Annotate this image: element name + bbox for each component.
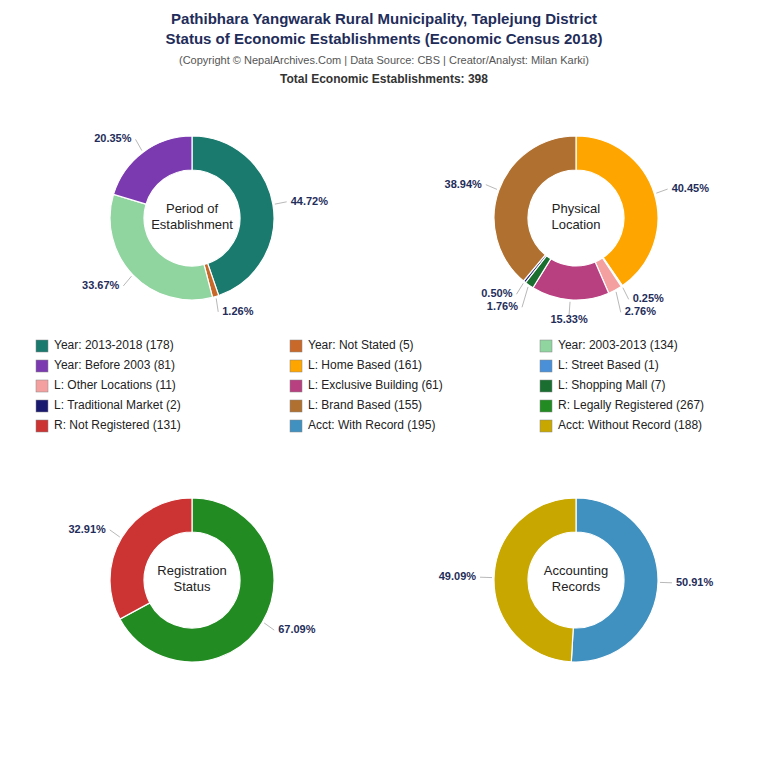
data-label: 1.26% [222, 305, 253, 317]
legend-swatch [540, 420, 552, 432]
data-label: 1.76% [487, 300, 518, 312]
legend-label: Acct: Without Record (188) [558, 418, 702, 432]
legend-swatch [540, 380, 552, 392]
center-label-line: Registration [157, 563, 226, 578]
legend: Year: 2013-2018 (178) Year: Not Stated (5… [36, 338, 704, 432]
data-label: 2.76% [625, 305, 656, 317]
center-label-line: Records [552, 579, 601, 594]
leader-line [123, 276, 131, 286]
center-label-line: Physical [552, 201, 601, 216]
donut-slice [110, 498, 192, 619]
legend-label: L: Street Based (1) [558, 358, 659, 372]
legend-label: L: Shopping Mall (7) [558, 378, 665, 392]
leader-line [480, 577, 492, 578]
legend-swatch [290, 400, 302, 412]
center-label: PhysicalLocation [551, 201, 600, 232]
donut-slice [113, 136, 192, 204]
center-label: Period ofEstablishment [151, 201, 233, 232]
subtitle: (Copyright © NepalArchives.Com | Data So… [179, 54, 589, 66]
legend-swatch [540, 360, 552, 372]
center-label: RegistrationStatus [157, 563, 226, 594]
data-label: 40.45% [672, 182, 710, 194]
data-label: 33.67% [82, 279, 120, 291]
legend-label: L: Exclusive Building (61) [308, 378, 443, 392]
center-label-line: Establishment [151, 217, 233, 232]
legend-label: L: Home Based (161) [308, 358, 422, 372]
legend-swatch [36, 420, 48, 432]
center-label-line: Accounting [544, 563, 608, 578]
legend-label: Year: Not Stated (5) [308, 338, 414, 352]
legend-label: Year: 2013-2018 (178) [54, 338, 174, 352]
data-label: 44.72% [291, 195, 329, 207]
legend-swatch [540, 400, 552, 412]
leader-line [110, 530, 120, 537]
legend-label: R: Legally Registered (267) [558, 398, 704, 412]
data-label: 50.91% [676, 576, 714, 588]
data-label: 0.50% [481, 287, 512, 299]
leader-line [522, 287, 528, 307]
leader-line [656, 189, 667, 193]
title: Pathibhara Yangwarak Rural Municipality,… [166, 10, 603, 47]
legend-label: R: Not Registered (131) [54, 418, 181, 432]
donut-chart [110, 136, 274, 300]
donut-chart [110, 498, 274, 662]
leader-line [486, 185, 497, 190]
legend-swatch [36, 380, 48, 392]
leader-line [623, 288, 629, 300]
legend-label: L: Traditional Market (2) [54, 398, 181, 412]
data-label: 38.94% [445, 178, 483, 190]
legend-label: Year: 2003-2013 (134) [558, 338, 678, 352]
title-line: Pathibhara Yangwarak Rural Municipality,… [171, 10, 597, 27]
data-label: 49.09% [439, 570, 477, 582]
annotation: Total Economic Establishments: 398 [280, 72, 488, 86]
legend-swatch [36, 360, 48, 372]
center-label-line: Location [551, 217, 600, 232]
data-label: 0.25% [633, 292, 664, 304]
donut-chart [494, 498, 658, 662]
data-label: 15.33% [550, 313, 588, 325]
data-label: 32.91% [68, 523, 106, 535]
legend-swatch [540, 340, 552, 352]
legend-swatch [290, 360, 302, 372]
legend-label: Year: Before 2003 (81) [54, 358, 175, 372]
center-label-line: Period of [166, 201, 218, 216]
legend-swatch [290, 380, 302, 392]
leader-line [264, 623, 274, 630]
leader-line [516, 283, 523, 294]
leader-line [616, 292, 621, 313]
legend-swatch [36, 340, 48, 352]
legend-swatch [290, 420, 302, 432]
leader-line [275, 202, 287, 204]
donut-chart [494, 136, 658, 300]
legend-label: L: Other Locations (11) [54, 378, 176, 392]
leader-line [136, 139, 142, 150]
legend-label: L: Brand Based (155) [308, 398, 422, 412]
leader-line [216, 298, 218, 311]
center-label: AccountingRecords [544, 563, 608, 594]
leader-line [660, 582, 672, 583]
legend-swatch [36, 400, 48, 412]
data-label: 67.09% [278, 623, 316, 635]
chart-root: Pathibhara Yangwarak Rural Municipality,… [0, 0, 768, 768]
data-label: 20.35% [94, 132, 132, 144]
title-line: Status of Economic Establishments (Econo… [166, 30, 603, 47]
legend-swatch [290, 340, 302, 352]
background [0, 0, 768, 768]
legend-label: Acct: With Record (195) [308, 418, 435, 432]
center-label-line: Status [174, 579, 211, 594]
